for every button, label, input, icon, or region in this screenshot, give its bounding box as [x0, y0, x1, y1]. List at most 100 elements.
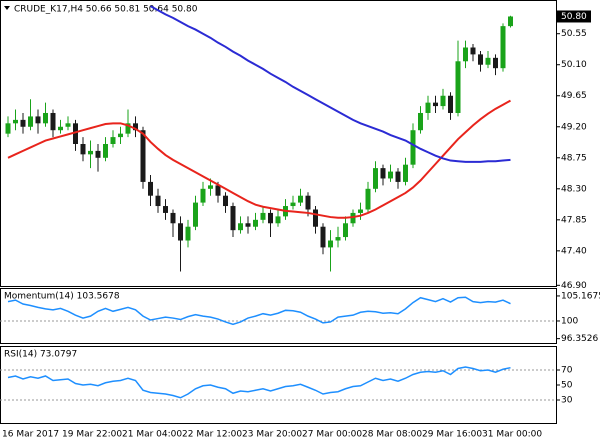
- candle-body: [463, 47, 468, 62]
- candle-body: [125, 123, 131, 134]
- candle-body: [410, 130, 416, 165]
- candle-body: [358, 209, 363, 213]
- candle-body: [215, 185, 221, 196]
- candle-body: [305, 195, 311, 210]
- y-tick-label: 96.3526: [561, 334, 598, 344]
- line: [150, 5, 511, 163]
- candle-body: [35, 116, 41, 124]
- x-tick-label: 19 Mar 22:00: [62, 430, 122, 440]
- y-tick-label: 48.75: [561, 153, 587, 163]
- y-tick-label: 47.40: [561, 246, 587, 256]
- candle-body: [500, 26, 506, 69]
- candle-body: [13, 119, 18, 124]
- line: [7, 99, 511, 219]
- candle-body: [395, 171, 401, 182]
- candle-body: [178, 223, 183, 241]
- candle-body: [493, 57, 498, 69]
- candle-body: [418, 112, 423, 131]
- candle-body: [365, 188, 371, 210]
- line: [7, 296, 511, 326]
- candle-body: [95, 150, 101, 158]
- x-tick-label: 22 Mar 12:00: [182, 430, 242, 440]
- candle-body: [88, 150, 93, 155]
- candle-body: [50, 112, 56, 131]
- candle-body: [433, 102, 438, 107]
- chart-title: CRUDE_K17,H4 50.66 50.81 50.64 50.80: [14, 5, 198, 15]
- candle-body: [245, 223, 251, 227]
- x-tick-label: 27 Mar 00:00: [302, 430, 362, 440]
- candle-body: [43, 112, 48, 124]
- y-tick-label: 100: [561, 316, 578, 326]
- rsi-title: RSI(14) 73.0797: [4, 350, 77, 360]
- candle-body: [148, 181, 153, 196]
- rsi-plot: [0, 366, 556, 401]
- y-tick-label: 50: [561, 381, 573, 391]
- main-plot: [5, 5, 513, 272]
- candle-body: [448, 95, 453, 113]
- momentum-title: Momentum(14) 103.5678: [4, 292, 120, 302]
- y-tick-label: 70: [561, 366, 573, 376]
- x-tick-label: 16 Mar 2017: [2, 430, 59, 440]
- x-tick-label: 23 Mar 20:00: [242, 430, 302, 440]
- x-tick-label: 31 Mar 00:00: [482, 430, 542, 440]
- candle-body: [140, 130, 146, 182]
- candle-body: [335, 237, 341, 241]
- y-tick-label: 50.10: [561, 60, 587, 70]
- y-tick-label: 47.85: [561, 215, 587, 225]
- x-tick-label: 29 Mar 16:00: [422, 430, 482, 440]
- candle-body: [313, 209, 318, 227]
- momentum-panel-frame: [0, 288, 557, 344]
- candle-body: [328, 240, 333, 248]
- candle-body: [470, 47, 476, 55]
- candle-body: [298, 195, 303, 203]
- candle-body: [20, 119, 26, 127]
- candle-body: [260, 212, 266, 220]
- y-tick-label: 50.55: [561, 29, 587, 39]
- candle-body: [65, 123, 71, 127]
- candle-body: [73, 123, 78, 144]
- y-tick-label: 48.30: [561, 184, 587, 194]
- line: [7, 366, 511, 399]
- symbol-marker: [4, 6, 10, 10]
- candle-body: [455, 61, 461, 113]
- candle-body: [290, 202, 296, 207]
- x-tick-label: 21 Mar 04:00: [122, 430, 182, 440]
- candle-body: [170, 212, 176, 224]
- candle-body: [373, 168, 378, 189]
- momentum-plot: [0, 296, 556, 326]
- current-price-box: [557, 10, 591, 23]
- candle-body: [200, 188, 206, 203]
- y-tick-label: 30: [561, 396, 573, 406]
- candle-body: [478, 54, 483, 65]
- x-tick-label: 28 Mar 08:00: [362, 430, 422, 440]
- candle-body: [110, 137, 116, 144]
- y-tick-label: 49.65: [561, 91, 587, 101]
- candle-body: [185, 226, 191, 241]
- candle-body: [268, 212, 273, 224]
- y-tick-label: 46.90: [561, 281, 587, 291]
- candle-body: [80, 144, 86, 155]
- candle-body: [155, 195, 161, 207]
- candle-body: [320, 226, 326, 248]
- candle-body: [58, 126, 63, 131]
- candle-body: [193, 202, 198, 227]
- candle-body: [440, 95, 446, 107]
- y-tick-label: 105.1675: [561, 291, 600, 301]
- candle-body: [403, 164, 408, 182]
- candle-body: [28, 116, 33, 127]
- candle-body: [103, 144, 108, 158]
- candle-body: [485, 57, 491, 65]
- candle-body: [223, 195, 228, 207]
- candle-body: [425, 102, 431, 113]
- main-panel-frame: [0, 0, 557, 287]
- candle-body: [118, 133, 123, 138]
- candle-body: [380, 168, 386, 179]
- candle-body: [253, 219, 258, 227]
- candle-body: [5, 123, 11, 134]
- candle-body: [238, 223, 243, 231]
- candle-body: [230, 206, 236, 231]
- candle-body: [163, 206, 168, 213]
- candle-body: [508, 16, 513, 27]
- current-price-label: 50.80: [561, 12, 587, 22]
